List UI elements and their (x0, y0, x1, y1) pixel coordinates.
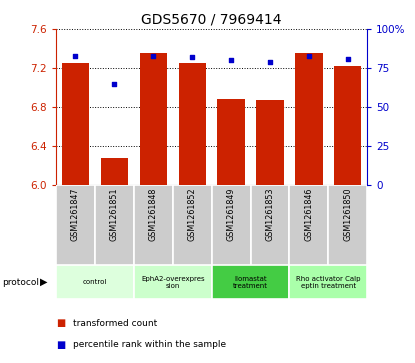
Bar (289, 265, 367, 299)
Text: Rho activator Calp
eptin treatment: Rho activator Calp eptin treatment (296, 276, 361, 289)
Bar (56, 265, 134, 299)
Bar (134, 265, 212, 299)
Text: GSM1261852: GSM1261852 (188, 188, 197, 241)
Text: ▶: ▶ (40, 277, 47, 287)
Text: protocol: protocol (2, 278, 39, 287)
Text: GSM1261847: GSM1261847 (71, 188, 80, 241)
Point (344, 56, 351, 62)
Title: GDS5670 / 7969414: GDS5670 / 7969414 (142, 12, 282, 26)
Point (111, 81, 118, 86)
Bar (95, 185, 134, 265)
Text: EphA2-overexpres
sion: EphA2-overexpres sion (141, 276, 205, 289)
Bar (212, 185, 251, 265)
Text: transformed count: transformed count (73, 319, 157, 327)
Point (72, 53, 79, 58)
Bar (251, 185, 289, 265)
Text: Ilomastat
treatment: Ilomastat treatment (233, 276, 268, 289)
Text: GSM1261850: GSM1261850 (343, 188, 352, 241)
Point (189, 54, 195, 60)
Bar (217, 99, 245, 185)
Bar (289, 185, 328, 265)
Bar (256, 100, 283, 185)
Bar (173, 185, 212, 265)
Bar (295, 53, 322, 185)
Bar (101, 158, 128, 185)
Text: ■: ■ (56, 340, 65, 350)
Point (305, 53, 312, 58)
Bar (178, 63, 206, 185)
Text: GSM1261851: GSM1261851 (110, 188, 119, 241)
Point (267, 59, 273, 65)
Text: GSM1261853: GSM1261853 (266, 188, 274, 241)
Bar (212, 265, 289, 299)
Text: GSM1261848: GSM1261848 (149, 188, 158, 241)
Text: percentile rank within the sample: percentile rank within the sample (73, 340, 226, 349)
Point (228, 57, 234, 63)
Point (150, 53, 156, 58)
Text: GSM1261846: GSM1261846 (305, 188, 313, 241)
Bar (56, 185, 95, 265)
Bar (328, 185, 367, 265)
Text: GSM1261849: GSM1261849 (227, 188, 236, 241)
Bar (334, 66, 361, 185)
Bar (140, 53, 167, 185)
Bar (62, 63, 89, 185)
Bar (134, 185, 173, 265)
Text: ■: ■ (56, 318, 65, 328)
Text: control: control (83, 279, 107, 285)
